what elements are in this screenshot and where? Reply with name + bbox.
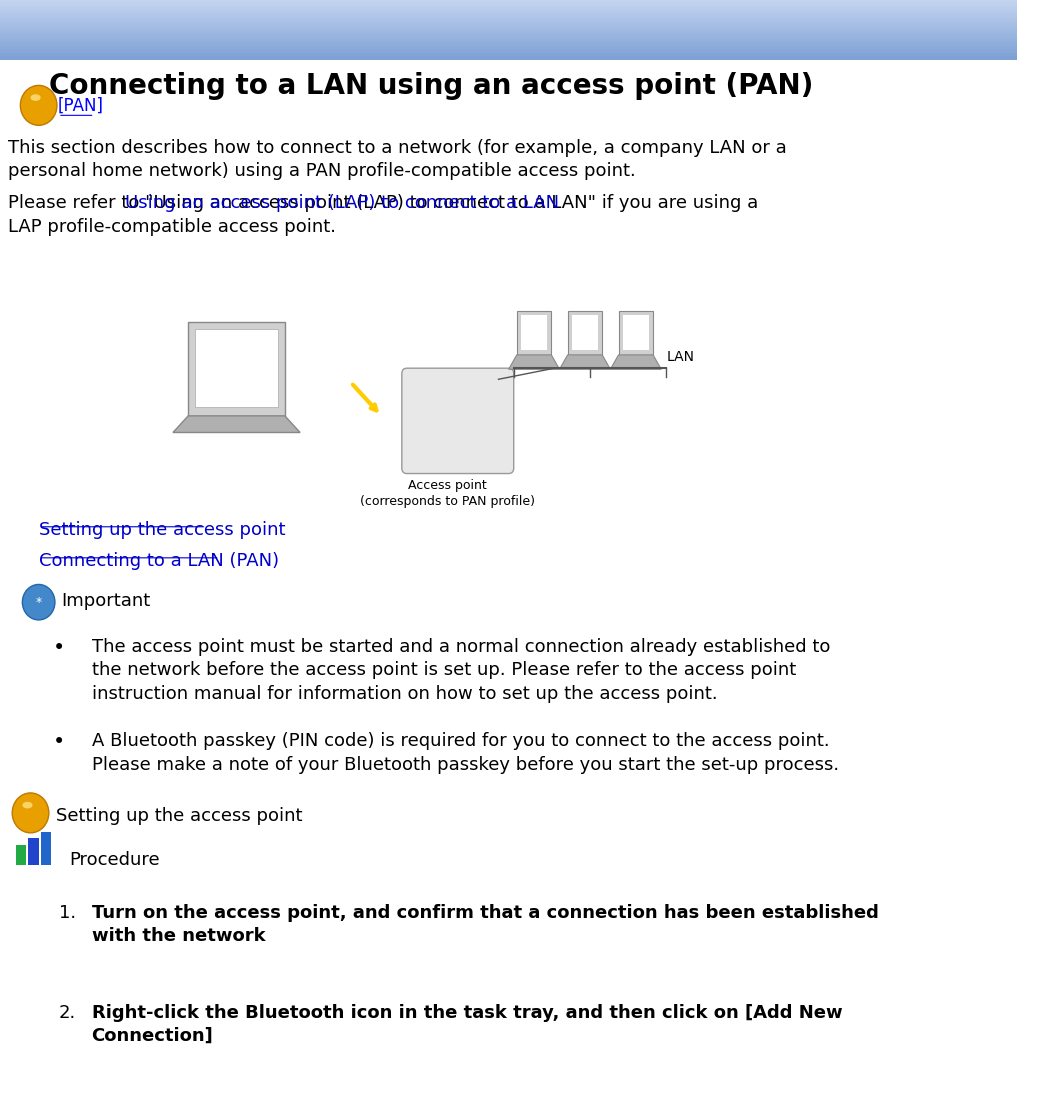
Bar — [0, 40, 1018, 41]
Circle shape — [13, 793, 49, 833]
Bar — [0, 3, 1018, 4]
Bar — [0, 58, 1018, 60]
Polygon shape — [560, 355, 610, 369]
Bar — [0, 50, 1018, 52]
Text: •: • — [53, 638, 66, 658]
Text: Turn on the access point, and confirm that a connection has been established
wit: Turn on the access point, and confirm th… — [92, 904, 878, 946]
Bar — [0, 35, 1018, 37]
Bar — [0, 48, 1018, 49]
Circle shape — [20, 85, 57, 125]
Polygon shape — [509, 355, 560, 369]
Bar — [0, 33, 1018, 35]
Bar — [40, 832, 51, 865]
FancyBboxPatch shape — [402, 368, 514, 474]
Ellipse shape — [22, 802, 33, 808]
Polygon shape — [622, 315, 649, 350]
Bar — [0, 45, 1018, 48]
Polygon shape — [188, 322, 285, 416]
Polygon shape — [568, 311, 602, 355]
Bar — [0, 29, 1018, 31]
Text: Setting up the access point: Setting up the access point — [39, 521, 286, 539]
Bar — [0, 44, 1018, 45]
Text: Using an access point (LAP) to connect to a LAN: Using an access point (LAP) to connect t… — [125, 194, 560, 212]
Bar — [0, 55, 1018, 57]
Bar — [29, 838, 39, 865]
Text: LAN: LAN — [667, 349, 694, 364]
Bar — [0, 38, 1018, 40]
Bar — [0, 1, 1018, 3]
Bar — [0, 30, 1018, 32]
Polygon shape — [571, 315, 598, 350]
Bar — [0, 16, 1018, 17]
Text: Please refer to "Using an access point (LAP) to connect to a LAN" if you are usi: Please refer to "Using an access point (… — [8, 194, 759, 236]
Polygon shape — [619, 311, 653, 355]
Text: [PAN]: [PAN] — [58, 96, 104, 114]
Text: This section describes how to connect to a network (for example, a company LAN o: This section describes how to connect to… — [8, 139, 787, 181]
Polygon shape — [516, 311, 551, 355]
Bar — [0, 8, 1018, 9]
Text: Right-click the Bluetooth icon in the task tray, and then click on [Add New
Conn: Right-click the Bluetooth icon in the ta… — [92, 1004, 842, 1046]
Text: The access point must be started and a normal connection already established to
: The access point must be started and a n… — [92, 638, 829, 703]
Bar — [0, 52, 1018, 53]
Bar — [0, 4, 1018, 7]
Text: Important: Important — [61, 592, 150, 610]
Text: *: * — [36, 596, 41, 609]
Circle shape — [22, 584, 55, 620]
Bar — [0, 24, 1018, 26]
Bar — [0, 11, 1018, 12]
Text: Setting up the access point: Setting up the access point — [56, 807, 303, 825]
Polygon shape — [610, 355, 661, 369]
Bar — [0, 53, 1018, 55]
Bar — [0, 49, 1018, 50]
Bar — [16, 845, 26, 865]
Bar — [0, 41, 1018, 43]
Bar — [0, 57, 1018, 58]
Text: •: • — [53, 732, 66, 752]
Polygon shape — [521, 315, 547, 350]
Bar — [0, 13, 1018, 16]
Text: A Bluetooth passkey (PIN code) is required for you to connect to the access poin: A Bluetooth passkey (PIN code) is requir… — [92, 732, 839, 774]
Polygon shape — [196, 329, 277, 407]
Text: 1.: 1. — [59, 904, 76, 922]
Bar — [0, 19, 1018, 20]
Bar — [0, 20, 1018, 21]
Polygon shape — [172, 416, 300, 433]
Bar — [0, 7, 1018, 8]
Text: Connecting to a LAN using an access point (PAN): Connecting to a LAN using an access poin… — [49, 72, 814, 100]
Bar — [0, 60, 1018, 61]
Text: Connecting to a LAN (PAN): Connecting to a LAN (PAN) — [39, 552, 278, 570]
Bar — [0, 37, 1018, 38]
Bar — [0, 0, 1018, 1]
Ellipse shape — [31, 94, 40, 101]
Bar — [0, 23, 1018, 24]
Bar — [0, 26, 1018, 28]
Bar — [0, 28, 1018, 29]
Text: Access point
(corresponds to PAN profile): Access point (corresponds to PAN profile… — [360, 479, 535, 508]
Bar — [0, 9, 1018, 11]
Bar — [0, 43, 1018, 44]
Bar — [0, 32, 1018, 33]
Bar — [0, 21, 1018, 23]
Text: 2.: 2. — [59, 1004, 76, 1021]
Text: Procedure: Procedure — [69, 851, 160, 868]
Bar — [0, 17, 1018, 19]
Bar — [0, 12, 1018, 13]
